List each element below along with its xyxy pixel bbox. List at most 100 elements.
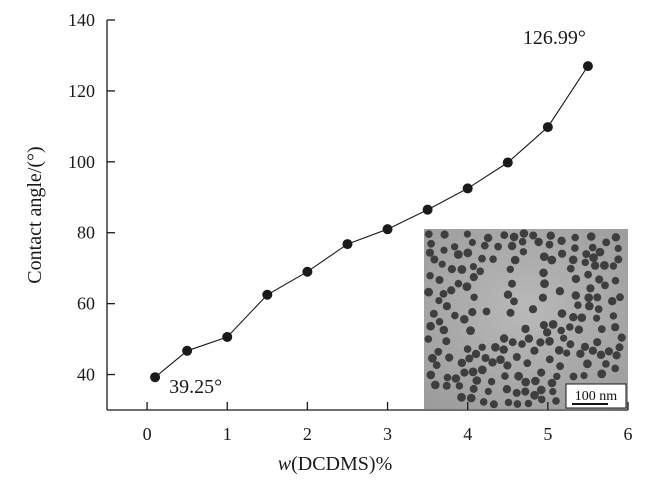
nanoparticle [530, 346, 539, 355]
nanoparticle [462, 282, 472, 291]
nanoparticle [457, 392, 466, 402]
nanoparticle [479, 398, 488, 406]
nanoparticle [540, 279, 549, 289]
nanoparticle [536, 338, 545, 347]
nanoparticle [530, 390, 539, 400]
data-point [150, 372, 161, 383]
nanoparticle [548, 320, 558, 329]
nanoparticle [609, 312, 618, 320]
nanoparticle [588, 346, 598, 355]
nanoparticle [465, 354, 474, 363]
nanoparticle [476, 267, 485, 276]
nanoparticle [447, 265, 456, 274]
nanoparticle [451, 311, 459, 320]
nanoparticle [523, 359, 532, 368]
nanoparticle [503, 361, 512, 370]
nanoparticle [491, 343, 500, 352]
x-axis-title-text: (DCDMS)% [291, 453, 392, 475]
nanoparticle [585, 301, 594, 311]
nanoparticle-layer [424, 229, 626, 409]
nanoparticle [425, 248, 434, 257]
data-point [422, 204, 433, 215]
data-point [262, 289, 273, 300]
nanoparticle [560, 334, 568, 342]
nanoparticle [602, 360, 610, 368]
nanoparticle [466, 393, 476, 403]
nanoparticle [435, 318, 444, 326]
nanoparticle [617, 333, 626, 342]
nanoparticle [445, 353, 454, 362]
nanoparticle [435, 297, 443, 305]
nanoparticle [430, 255, 439, 264]
nanoparticle [429, 309, 438, 318]
nanoparticle [431, 380, 440, 390]
nanoparticle [501, 372, 509, 380]
nanoparticle [524, 334, 534, 343]
data-point [222, 331, 233, 342]
nanoparticle [581, 258, 589, 267]
data-annotation: 39.25° [169, 376, 222, 398]
nanoparticle [552, 397, 560, 405]
nanoparticle [447, 286, 456, 295]
data-point [382, 224, 393, 235]
nanoparticle [589, 253, 598, 263]
nanoparticle [547, 255, 557, 265]
nanoparticle [568, 255, 578, 265]
nanoparticle [513, 400, 522, 408]
nanoparticle [577, 313, 587, 323]
nanoparticle [468, 367, 478, 377]
scale-bar-label: 100 nm [575, 389, 618, 404]
nanoparticle [611, 233, 621, 242]
nanoparticle [553, 372, 561, 381]
y-tick-label: 80 [77, 223, 95, 243]
data-point [342, 239, 353, 250]
nanoparticle [470, 293, 478, 301]
nanoparticle [588, 243, 597, 252]
x-tick-label: 3 [383, 424, 392, 444]
nanoparticle [442, 302, 451, 311]
nanoparticle [611, 323, 620, 332]
x-ticks: 0 1 2 3 4 5 6 [143, 402, 633, 444]
y-axis-title: Contact angle/(°) [24, 146, 46, 283]
nanoparticle [556, 362, 564, 371]
nanoparticle [451, 374, 461, 383]
nanoparticle [521, 387, 530, 396]
nanoparticle [454, 279, 463, 288]
nanoparticle [496, 355, 505, 365]
nanoparticle [489, 255, 497, 263]
nanoparticle [468, 238, 476, 247]
nanoparticle [545, 240, 554, 249]
nanoparticle [555, 287, 565, 296]
data-point [502, 157, 513, 168]
nanoparticle [558, 249, 567, 258]
nanoparticle [512, 353, 521, 361]
nanoparticle [528, 305, 538, 314]
nanoparticle [439, 290, 448, 298]
x-tick-label: 6 [624, 424, 633, 444]
nanoparticle [521, 377, 530, 387]
nanoparticle [480, 241, 489, 250]
x-axis-title: w(DCDMS)% [278, 453, 392, 475]
nanoparticle [508, 279, 516, 288]
nanoparticle [434, 347, 443, 356]
nanoparticle [469, 263, 477, 271]
data-point [542, 122, 553, 133]
nanoparticle [507, 241, 517, 251]
nanoparticle [547, 378, 557, 388]
nanoparticle [593, 293, 602, 302]
nanoparticle [566, 323, 574, 331]
nanoparticle [557, 309, 567, 318]
nanoparticle [580, 372, 588, 380]
nanoparticle [537, 395, 546, 404]
nanoparticle [463, 345, 472, 353]
nanoparticle [586, 232, 596, 241]
nanoparticle [615, 343, 624, 352]
nanoparticle [469, 384, 478, 393]
nanoparticle [512, 388, 521, 397]
nanoparticle [545, 337, 554, 346]
nanoparticle [472, 376, 482, 385]
nanoparticle [529, 231, 538, 240]
nanoparticle [537, 368, 546, 377]
x-tick-label: 0 [143, 424, 152, 444]
